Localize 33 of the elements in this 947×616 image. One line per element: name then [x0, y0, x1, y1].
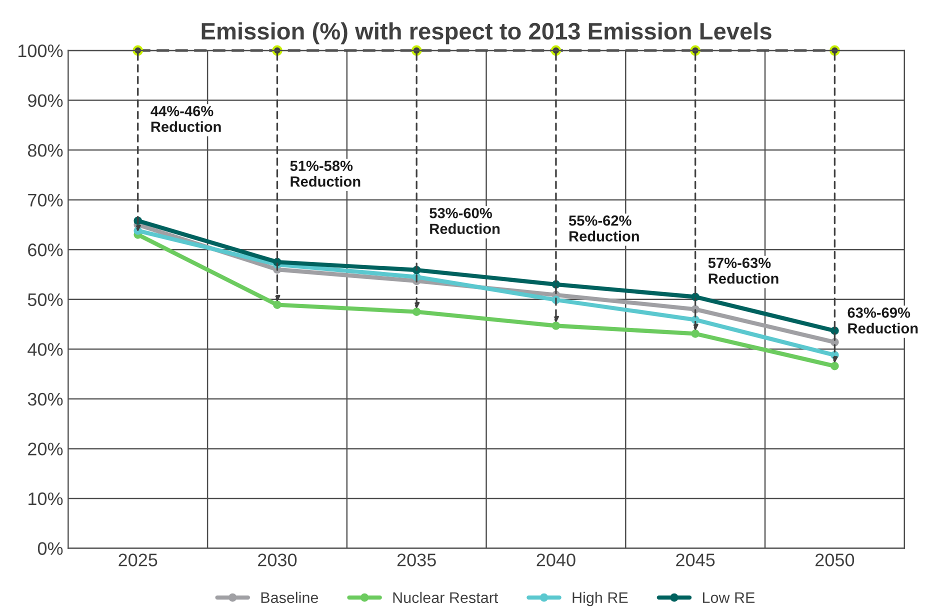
- y-tick-label: 30%: [28, 392, 63, 406]
- x-tick-label: 2035: [397, 554, 436, 566]
- y-tick-label: 20%: [28, 442, 63, 456]
- y-tick-label: 80%: [28, 144, 63, 157]
- annotation: 53%-60% Reduction: [430, 208, 500, 234]
- y-tick-label: 70%: [28, 194, 63, 207]
- y-tick-label: 60%: [28, 244, 63, 256]
- y-tick-label: 40%: [28, 343, 63, 356]
- x-tick-label: 2030: [258, 554, 297, 566]
- annotation: 57%-63% Reduction: [708, 258, 778, 284]
- legend-label: High RE: [572, 592, 628, 606]
- annotation: 51%-58% Reduction: [290, 160, 360, 187]
- x-tick-label: 2025: [118, 554, 158, 566]
- y-tick-label: 100%: [18, 44, 63, 58]
- annotation: 63%-69% Reduction: [848, 308, 918, 334]
- y-tick-label: 50%: [28, 293, 63, 306]
- point: [412, 308, 421, 316]
- annotation: 55%-62% Reduction: [568, 215, 639, 242]
- point: [273, 300, 282, 310]
- legend-label: Nuclear Restart: [393, 592, 498, 604]
- point: [552, 322, 560, 330]
- point: [691, 330, 700, 338]
- y-tick-label: 0%: [38, 542, 63, 555]
- x-tick-label: 2050: [816, 554, 854, 566]
- y-tick-label: 10%: [28, 492, 63, 506]
- y-tick-label: 90%: [28, 94, 63, 108]
- legend-label: Low RE: [702, 592, 755, 604]
- point: [830, 362, 839, 370]
- x-tick-label: 2040: [536, 554, 576, 566]
- chart-title: Emission (%) with respect to 2013 Emission Levels: [202, 22, 772, 44]
- annotation: 44%-46% Reduction: [150, 106, 221, 132]
- x-tick-label: 2045: [676, 554, 715, 566]
- legend-label: Baseline: [261, 592, 318, 604]
